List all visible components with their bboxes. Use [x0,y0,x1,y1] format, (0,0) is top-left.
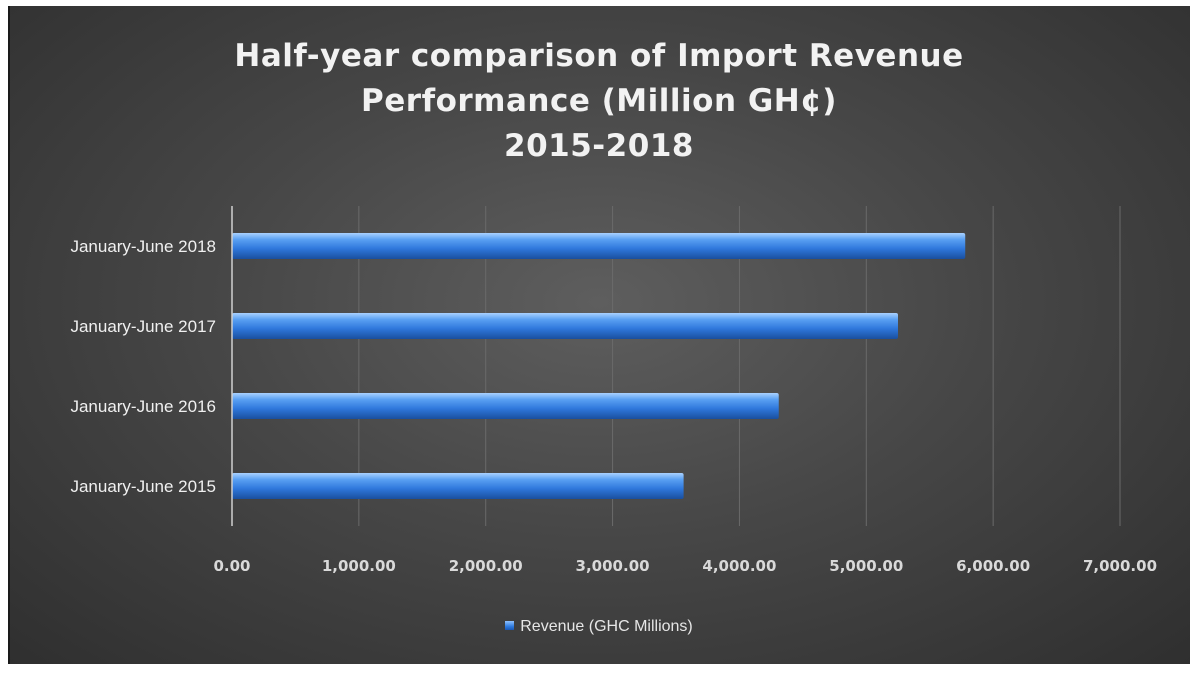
frame-edge [8,6,10,664]
category-label: January-June 2018 [70,237,216,256]
x-tick-label: 0.00 [213,557,250,575]
category-label: January-June 2016 [70,397,216,416]
category-label: January-June 2017 [70,317,216,336]
bar-chart-plot: January-June 2018 January-June 2017 Januar… [70,206,1157,575]
bar [232,313,898,339]
x-tick-label: 2,000.00 [449,557,523,575]
x-tick-label: 1,000.00 [322,557,396,575]
x-tick-labels: 0.00 1,000.00 2,000.00 3,000.00 4,000.00 5,00… [213,557,1157,575]
x-tick-label: 6,000.00 [956,557,1030,575]
bar [232,473,684,499]
grid-lines [358,206,1121,526]
bar [232,393,779,419]
chart-frame: Half-year comparison of Import Revenue P… [8,6,1190,664]
legend-label: Revenue (GHC Millions) [520,618,693,635]
legend: Revenue (GHC Millions) [8,618,1190,636]
bar [232,233,966,259]
chart-title-line-3: 2015-2018 [504,128,694,164]
x-tick-label: 5,000.00 [829,557,903,575]
category-labels: January-June 2018 January-June 2017 Januar… [70,237,216,496]
chart-title-line-1: Half-year comparison of Import Revenue [234,38,964,74]
category-label: January-June 2015 [70,477,216,496]
x-tick-label: 4,000.00 [702,557,776,575]
x-tick-label: 3,000.00 [576,557,650,575]
chart-title-line-2: Performance (Million GH¢) [361,83,837,119]
x-tick-label: 7,000.00 [1083,557,1157,575]
chart-title: Half-year comparison of Import Revenue P… [8,34,1190,169]
bars [232,233,966,499]
legend-swatch [505,621,515,631]
